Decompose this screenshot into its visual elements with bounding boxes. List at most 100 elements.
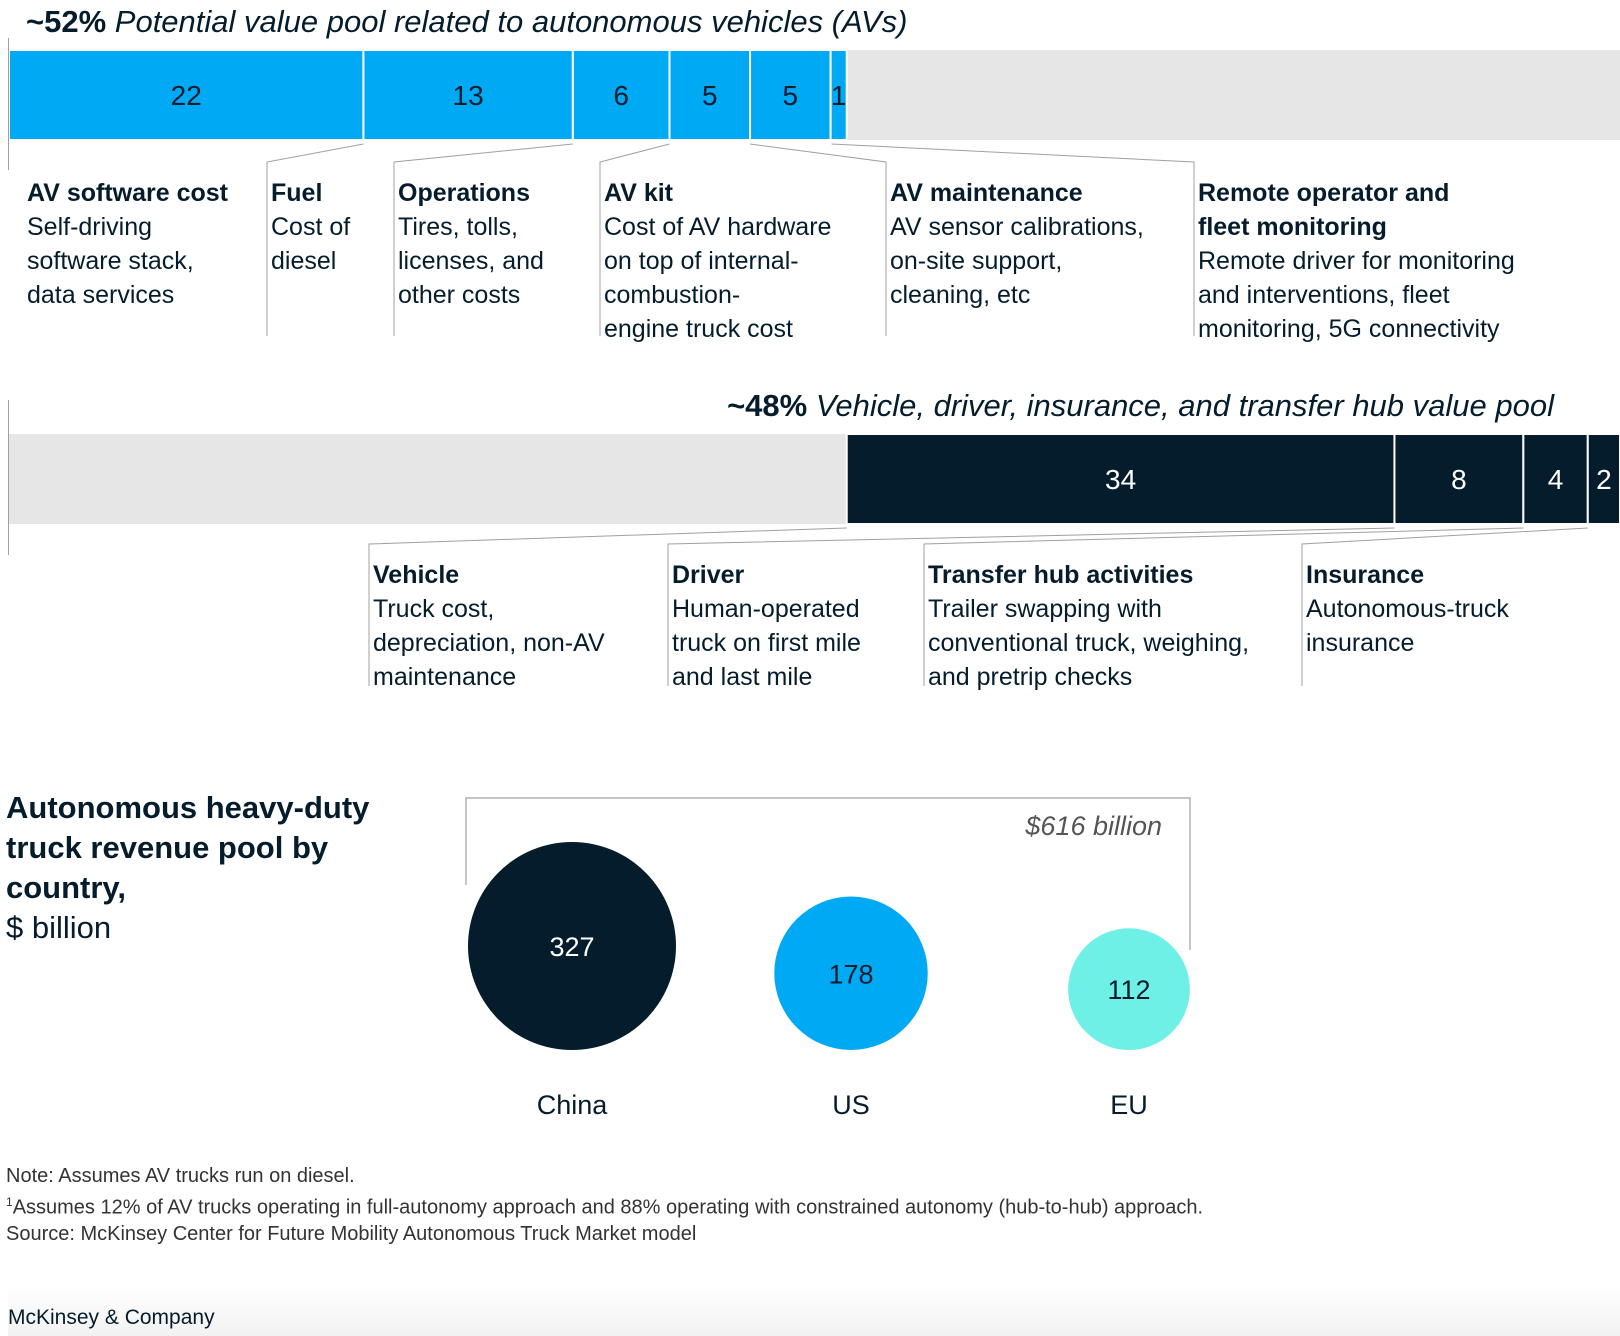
other-pool-title-text: Vehicle, driver, insurance, and transfer… <box>815 388 1554 423</box>
bubble-category-label: US <box>832 1090 870 1120</box>
other-pool-category-title: Insurance <box>1306 561 1425 589</box>
av-pool-category: Fuel Cost of diesel <box>271 176 391 278</box>
av-pool-connector <box>266 143 364 336</box>
other-pool-connector <box>667 527 1395 686</box>
av-pool-category-desc: combustion- <box>604 281 741 309</box>
av-pool-title: ~52% Potential value pool related to aut… <box>26 4 907 40</box>
bubble-title-line-3: country, <box>6 870 126 905</box>
av-pool-bar-segment <box>571 49 671 141</box>
av-pool-bar-value-label: 6 <box>613 80 629 111</box>
av-pool-bar-segment <box>829 49 848 141</box>
av-pool-percent: ~52% <box>26 4 107 39</box>
av-pool-category-desc: on top of internal- <box>604 247 799 275</box>
other-pool-category: Vehicle Truck cost, depreciation, non-AV ma… <box>373 558 663 694</box>
other-pool-category-desc: maintenance <box>373 663 517 691</box>
total-label: $616 billion <box>1024 811 1162 841</box>
av-pool-category-desc: software stack, <box>27 247 194 275</box>
av-pool-category: Operations Tires, tolls, licenses, and othe… <box>398 176 598 312</box>
other-pool-category-desc: truck on first mile <box>672 629 861 657</box>
brand-footer: McKinsey & Company <box>8 1286 1620 1336</box>
other-pool-category-title: Transfer hub activities <box>928 561 1194 589</box>
other-pool-bar-segment <box>1522 433 1589 525</box>
av-pool-category-desc: other costs <box>398 281 521 309</box>
av-pool-category-desc: AV sensor calibrations, <box>890 213 1144 241</box>
av-pool-category-title: Remote operator and <box>1198 179 1450 207</box>
av-pool-category-title: Operations <box>398 179 530 207</box>
av-pool-bar-value-label: 5 <box>702 80 718 111</box>
av-pool-category: AV maintenance AV sensor calibrations, on-… <box>890 176 1190 312</box>
av-pool-connector <box>831 143 1195 336</box>
footnote-1: 1Assumes 12% of AV trucks operating in f… <box>6 1189 1203 1221</box>
bubble-eu <box>1068 928 1190 1050</box>
footnotes: Note: Assumes AV trucks run on diesel. 1… <box>6 1163 1203 1247</box>
other-pool-bar-value-label: 8 <box>1451 464 1467 495</box>
other-pool-connector <box>923 527 1524 686</box>
bubble-value-label: 178 <box>828 959 873 989</box>
av-pool-category-title: fleet monitoring <box>1198 213 1387 241</box>
bubble-value-label: 112 <box>1107 975 1150 1005</box>
av-pool-category-title: AV kit <box>604 179 673 207</box>
other-pool-bar-segment <box>1586 433 1620 525</box>
av-pool-bar-segment <box>749 49 832 141</box>
av-pool-category-desc: diesel <box>271 247 337 275</box>
av-pool-connector <box>749 143 887 336</box>
av-pool-category-desc: Cost of <box>271 213 351 241</box>
av-pool-bar-value-label: 1 <box>831 80 847 111</box>
brand-logo-text: McKinsey & Company <box>8 1306 215 1329</box>
note-text: Note: Assumes AV trucks run on diesel. <box>6 1165 355 1187</box>
footnote-marker: 1 <box>6 1195 13 1209</box>
av-pool-bar-value-label: 22 <box>171 80 202 111</box>
source-text: Source: McKinsey Center for Future Mobil… <box>6 1222 697 1245</box>
bubble-chart: $616 billion 327 China 178 US 112 EU <box>465 797 1191 1120</box>
other-pool-connector <box>368 527 847 686</box>
bubble-unit: $ billion <box>6 910 112 945</box>
other-pool-category: Insurance Autonomous-truck insurance <box>1306 558 1606 660</box>
other-pool-category: Transfer hub activities Trailer swapping … <box>928 558 1298 694</box>
other-pool-connector <box>1301 527 1588 686</box>
av-pool-category-desc: Cost of AV hardware <box>604 213 832 241</box>
av-pool-category: AV kit Cost of AV hardware on top of inter… <box>604 176 884 346</box>
other-pool-category-title: Driver <box>672 561 745 589</box>
other-pool-category-desc: conventional truck, weighing, <box>928 629 1250 657</box>
av-pool-category-desc: and interventions, fleet <box>1198 281 1450 309</box>
other-pool-title: ~48% Vehicle, driver, insurance, and tra… <box>727 388 1554 424</box>
av-pool-category-title: AV software cost <box>27 179 228 207</box>
bubble-us <box>774 896 928 1050</box>
other-pool-bar-segment <box>1393 433 1525 525</box>
av-pool-category: Remote operator and fleet monitoring Remot… <box>1198 176 1618 346</box>
av-pool-category: AV software cost Self-driving software sta… <box>27 176 262 312</box>
av-pool-category-desc: monitoring, 5G connectivity <box>1198 315 1500 343</box>
av-pool-title-text: Potential value pool related to autonomo… <box>114 4 908 39</box>
other-pool-category-desc: Human-operated <box>672 595 860 623</box>
bubble-value-label: 327 <box>549 932 594 962</box>
other-pool-category-desc: depreciation, non-AV <box>373 629 605 657</box>
av-pool-category-desc: Remote driver for monitoring <box>1198 247 1515 275</box>
other-pool-bar-value-label: 34 <box>1105 464 1136 495</box>
other-pool-bar-segment <box>845 433 1396 525</box>
av-pool-category-title: Fuel <box>271 179 323 207</box>
av-pool-category-desc: cleaning, etc <box>890 281 1031 309</box>
av-pool-connector <box>393 143 573 336</box>
other-pool-category-desc: Autonomous-truck <box>1306 595 1509 623</box>
bubble-title-line-1: Autonomous heavy-duty <box>6 790 370 825</box>
bubble-chart-title: Autonomous heavy-duty truck revenue pool… <box>6 788 426 948</box>
bubble-title-line-2: truck revenue pool by <box>6 830 329 865</box>
av-pool-category-desc: on-site support, <box>890 247 1063 275</box>
other-pool-category-desc: insurance <box>1306 629 1415 657</box>
av-pool-bar-segment <box>362 49 574 141</box>
other-pool-bar-value-label: 2 <box>1596 464 1612 495</box>
stacked-bars-chart: 22 13 6 5 5 1 34 8 4 2 <box>8 38 1620 686</box>
bubble-category-label: China <box>537 1090 609 1120</box>
av-pool-category-desc: Self-driving <box>27 213 153 241</box>
av-pool-category-desc: licenses, and <box>398 247 544 275</box>
total-bracket <box>465 797 1191 950</box>
av-pool-bar-segment <box>668 49 752 141</box>
av-pool-connector <box>599 143 670 336</box>
av-pool-category-title: AV maintenance <box>890 179 1083 207</box>
av-pool-bar-value-label: 13 <box>453 80 484 111</box>
av-pool-category-desc: engine truck cost <box>604 315 793 343</box>
other-pool-category-desc: and last mile <box>672 663 813 691</box>
av-pool-category-desc: Tires, tolls, <box>398 213 518 241</box>
footnote-1-text: Assumes 12% of AV trucks operating in fu… <box>12 1196 1204 1219</box>
